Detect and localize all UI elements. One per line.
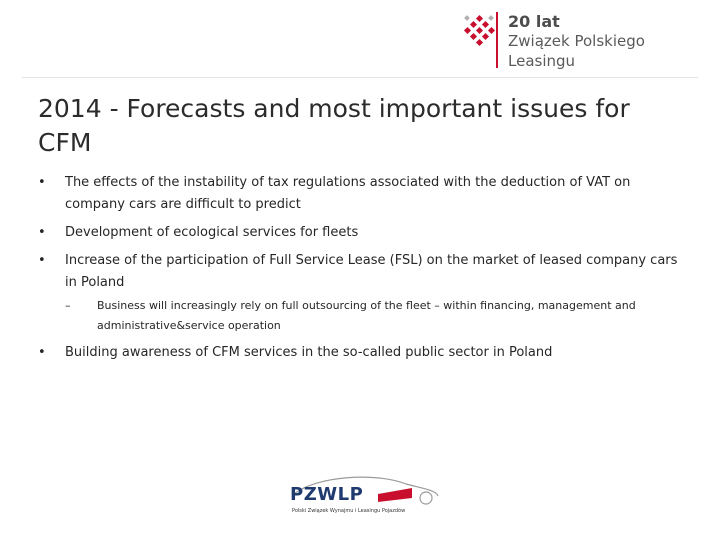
sub-bullet-item: – Business will increasingly rely on ful…	[65, 296, 678, 336]
logo-line-org-name: Związek Polskiego	[508, 32, 645, 50]
bullet-dot-icon: •	[38, 175, 46, 190]
header-logo: 20 lat Związek Polskiego Leasingu	[462, 12, 662, 72]
bullet-text: The effects of the instability of tax re…	[65, 175, 631, 212]
sub-bullet-list: – Business will increasingly rely on ful…	[65, 296, 678, 336]
bullet-text: Building awareness of CFM services in th…	[65, 345, 553, 360]
logo-divider	[496, 12, 498, 68]
bullet-text: Development of ecological services for f…	[65, 225, 359, 240]
footer-logo: PZWLP Polski Związek Wynajmu i Leasingu …	[286, 474, 442, 524]
bullet-item: • Development of ecological services for…	[38, 222, 678, 244]
dash-icon: –	[65, 299, 71, 312]
car-outline-icon	[293, 476, 439, 505]
bullet-item: • Building awareness of CFM services in …	[38, 342, 678, 364]
header-divider	[22, 77, 698, 78]
footer-logo-subtext: Polski Związek Wynajmu i Leasingu Pojazd…	[292, 508, 406, 514]
zpl-diamond-logo-icon	[463, 14, 496, 47]
bullet-dot-icon: •	[38, 345, 46, 360]
bullet-dot-icon: •	[38, 253, 46, 268]
bullet-item: • Increase of the participation of Full …	[38, 250, 678, 336]
bullet-list: • The effects of the instability of tax …	[38, 172, 678, 370]
footer-logo-text: PZWLP	[290, 484, 364, 505]
bullet-text: Increase of the participation of Full Se…	[65, 253, 678, 290]
bullet-item: • The effects of the instability of tax …	[38, 172, 678, 216]
slide-title: 2014 - Forecasts and most important issu…	[38, 94, 630, 157]
bullet-dot-icon: •	[38, 225, 46, 240]
logo-line-org-name-cont: Leasingu	[508, 52, 576, 70]
sub-bullet-text: Business will increasingly rely on full …	[97, 299, 636, 332]
logo-line-anniversary: 20 lat	[508, 12, 560, 31]
